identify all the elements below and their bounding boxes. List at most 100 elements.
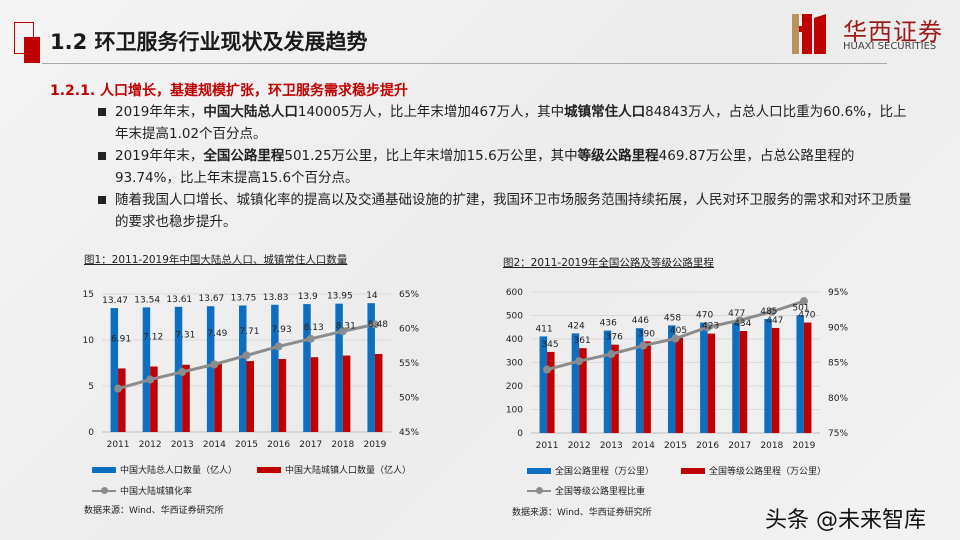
x-tick-label: 2011 xyxy=(107,440,130,450)
line-point xyxy=(178,367,187,376)
bar-5-series1 xyxy=(239,305,247,432)
legend-swatch xyxy=(681,467,705,474)
y-tick-label: 500 xyxy=(506,312,523,322)
chart1-legend-2: 中国大陆城镇人口数量（亿人） xyxy=(257,463,411,476)
line-point xyxy=(607,350,616,359)
line-point xyxy=(210,360,219,369)
y2-tick-label: 90% xyxy=(828,323,848,333)
legend-label: 中国大陆城镇人口数量（亿人） xyxy=(285,466,412,476)
y2-tick-label: 60% xyxy=(399,325,419,335)
line-point xyxy=(703,323,712,332)
bar-7-series2 xyxy=(310,357,319,432)
data-label-series2: 6.91 xyxy=(111,334,131,344)
divider xyxy=(42,63,887,64)
x-tick-label: 2013 xyxy=(600,441,623,451)
bullet-text: 等级公路里程 xyxy=(577,148,659,164)
line-point xyxy=(242,351,251,360)
y2-tick-label: 80% xyxy=(828,394,848,404)
x-tick-label: 2016 xyxy=(696,441,719,451)
data-label-series2: 7.49 xyxy=(207,329,227,339)
data-label-series1: 411 xyxy=(535,324,552,334)
chart1-legend-3: 中国大陆城镇化率 xyxy=(92,484,192,497)
watermark: 头条 @未来智库 xyxy=(765,508,926,533)
data-label-series1: 13.83 xyxy=(263,293,289,303)
bullet-item: 随着我国人口增长、城镇化率的提高以及交通基础设施的扩建，我国环卫市场服务范围持续… xyxy=(98,189,918,233)
bar-2-series1 xyxy=(571,333,580,433)
bar-8-series1 xyxy=(764,319,772,433)
x-tick-label: 2014 xyxy=(203,440,226,450)
bullet-text: 中国大陆总人口 xyxy=(203,104,298,120)
bar-3-series1 xyxy=(174,306,183,432)
data-label-series1: 470 xyxy=(696,311,713,321)
line-point xyxy=(735,316,744,325)
page-title: 1.2 环卫服务行业现状及发展趋势 xyxy=(50,30,368,54)
line-point xyxy=(146,375,155,384)
x-tick-label: 2017 xyxy=(728,441,751,451)
data-label-series1: 458 xyxy=(664,313,681,323)
bullet-text: 2019年年末， xyxy=(115,148,204,164)
data-label-series2: 7.71 xyxy=(239,327,259,337)
section-subtitle: 1.2.1. 人口增长，基建规模扩张，环卫服务需求稳步提升 xyxy=(50,83,409,99)
chart1-source: 数据来源：Wind、华西证券研究所 xyxy=(84,506,224,516)
legend-label: 中国大陆城镇化率 xyxy=(120,487,193,497)
y2-tick-label: 65% xyxy=(399,290,419,300)
legend-line xyxy=(527,486,551,494)
legend-label: 全国等级公路里程（万公里） xyxy=(709,467,827,477)
bullet-item: 2019年年末，中国大陆总人口140005万人，比上年末增加467万人，其中城镇… xyxy=(98,101,918,145)
data-label-series1: 485 xyxy=(760,307,777,317)
x-tick-label: 2018 xyxy=(331,440,354,450)
data-label-series2: 376 xyxy=(606,333,623,343)
bullet-text: 501.25万公里，比上年末增加15.6万公里，其中 xyxy=(284,148,578,164)
data-label-series1: 13.67 xyxy=(199,294,225,304)
data-label-series2: 405 xyxy=(670,326,687,336)
bar-8-series1 xyxy=(335,303,343,432)
bar-9-series1 xyxy=(367,303,375,432)
data-label-series1: 13.54 xyxy=(134,295,160,305)
chart2-source: 数据来源：Wind、华西证券研究所 xyxy=(512,508,652,518)
bullet-text: 随着我国人口增长、城镇化率的提高以及交通基础设施的扩建，我国环卫市场服务范围持续… xyxy=(115,192,912,230)
bar-5-series1 xyxy=(668,325,676,433)
line-point xyxy=(671,334,680,343)
bar-1-series1 xyxy=(110,308,119,432)
bullet-list: 2019年年末，中国大陆总人口140005万人，比上年末增加467万人，其中城镇… xyxy=(98,101,918,233)
data-label-series2: 423 xyxy=(702,322,719,332)
bullet-text: 84843万人，占总人口比重为60.6%，比上年末提高1.02个百分点。 xyxy=(115,104,907,142)
line-point xyxy=(306,334,315,343)
logo-text-cn: 华西证券 xyxy=(843,18,943,46)
data-label-series1: 424 xyxy=(568,321,585,331)
x-tick-label: 2012 xyxy=(568,441,591,451)
bar-8-series2 xyxy=(771,327,780,433)
legend-swatch xyxy=(257,466,281,473)
y2-tick-label: 75% xyxy=(828,429,848,439)
bar-4-series2 xyxy=(643,341,651,433)
y-tick-label: 5 xyxy=(88,382,94,392)
data-label-series1: 501 xyxy=(792,303,809,313)
bar-2-series1 xyxy=(142,307,151,432)
bullet-item: 2019年年末，全国公路里程501.25万公里，比上年末增加15.6万公里，其中… xyxy=(98,145,918,189)
data-label-series1: 477 xyxy=(728,309,745,319)
data-label-series1: 13.47 xyxy=(102,296,128,306)
x-tick-label: 2011 xyxy=(536,441,559,451)
bar-9-series2 xyxy=(803,322,812,433)
bar-4-series1 xyxy=(206,306,215,432)
bar-9-series1 xyxy=(796,315,804,433)
line-point xyxy=(274,342,283,351)
y-tick-label: 100 xyxy=(506,406,523,416)
bar-6-series1 xyxy=(700,322,708,433)
chart2-legend-3: 全国等级公路里程比重 xyxy=(527,484,645,497)
bar-1-series2 xyxy=(547,351,555,433)
data-label-series1: 446 xyxy=(632,316,649,326)
data-label-series2: 8.48 xyxy=(368,320,388,330)
y-tick-label: 0 xyxy=(517,429,523,439)
legend-label: 全国公路里程（万公里） xyxy=(555,467,655,477)
line-point xyxy=(639,341,648,350)
data-label-series1: 436 xyxy=(600,319,617,329)
y-tick-label: 400 xyxy=(506,335,523,345)
x-tick-label: 2014 xyxy=(632,441,655,451)
bar-6-series1 xyxy=(271,304,279,432)
bullet-text: 469.87万公里，占总公路里程的93.74%，比上年末提高15.6个百分点。 xyxy=(115,148,855,186)
x-tick-label: 2015 xyxy=(664,441,687,451)
y2-tick-label: 50% xyxy=(399,394,419,404)
